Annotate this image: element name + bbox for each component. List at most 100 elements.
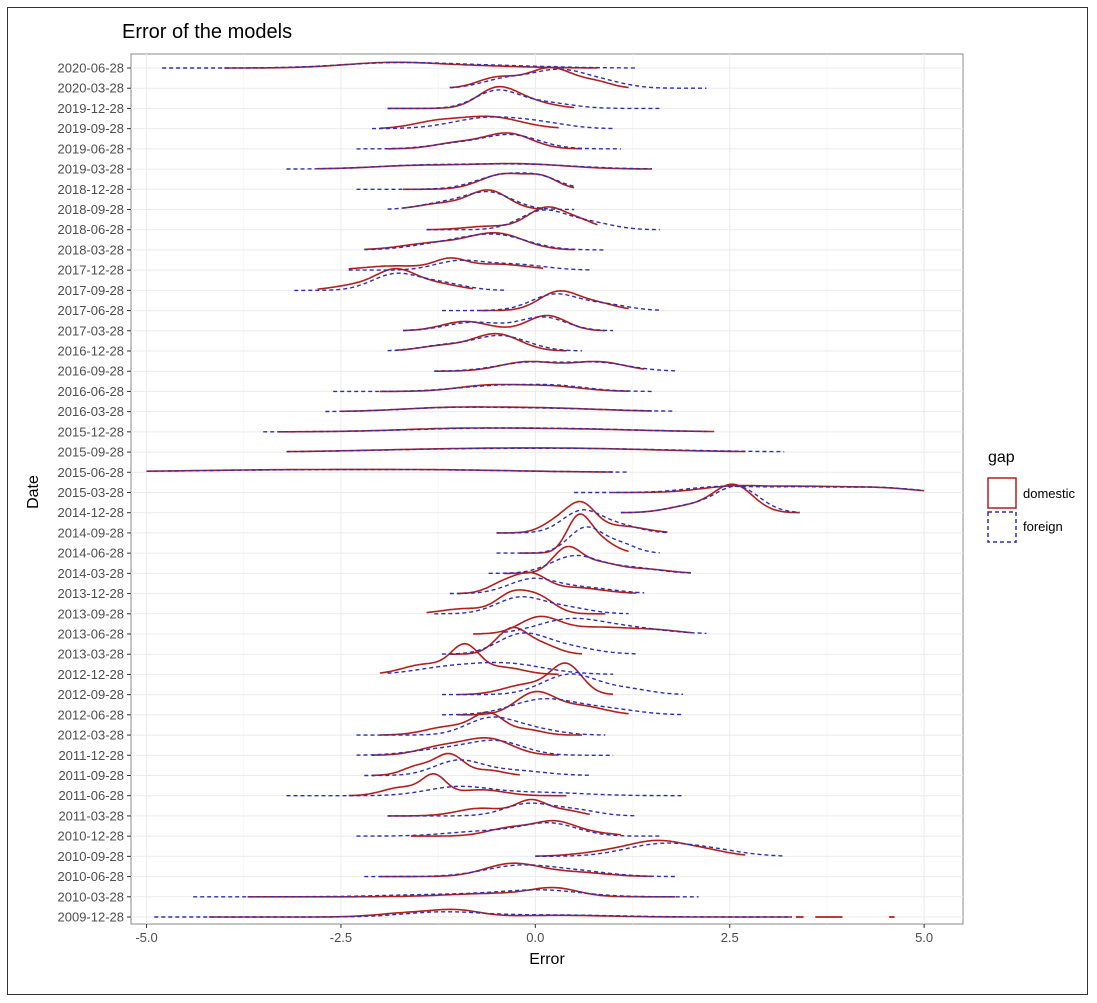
- y-tick-label: 2018-12-28: [58, 182, 125, 197]
- ridge-domestic-2015-03-28: [613, 484, 925, 494]
- ridge-domestic-2011-03-28: [387, 798, 590, 817]
- y-tick-label: 2017-03-28: [58, 323, 125, 338]
- legend-label-foreign: foreign: [1023, 519, 1063, 534]
- ridge-domestic-2012-09-28: [457, 662, 614, 696]
- ridge-foreign-2014-09-28: [496, 509, 668, 534]
- y-tick-labels: 2009-12-28 2010-03-28 2010-06-28 2010-09-28…: [58, 61, 131, 925]
- ridge-foreign-2015-06-28: [146, 468, 629, 473]
- y-tick-label: 2016-06-28: [58, 384, 125, 399]
- y-tick-label: 2010-06-28: [58, 869, 125, 884]
- chart-title: Error of the models: [122, 21, 292, 43]
- ridge-foreign-2012-03-28: [356, 716, 606, 736]
- ridge-foreign-2016-06-28: [333, 383, 652, 393]
- y-tick-label: 2016-03-28: [58, 404, 125, 419]
- ridge-foreign-2010-03-28: [193, 889, 699, 898]
- ridge-domestic-2018-06-28: [426, 206, 598, 231]
- ridge-foreign-2012-12-28: [387, 661, 614, 675]
- ridge-foreign-2010-12-28: [356, 822, 660, 837]
- ridge-domestic-2013-03-28: [449, 626, 582, 656]
- ridge-domestic-2010-09-28: [535, 839, 746, 857]
- y-tick-label: 2011-06-28: [58, 788, 124, 803]
- y-tick-label: 2013-03-28: [58, 647, 125, 662]
- ridge-foreign-2017-12-28: [348, 259, 590, 271]
- legend-key-domestic: [987, 477, 1017, 509]
- y-tick-label: 2018-09-28: [58, 202, 125, 217]
- y-tick-label: 2014-09-28: [58, 525, 125, 540]
- ridge-foreign-2015-12-28: [263, 427, 707, 433]
- ridge-foreign-2011-09-28: [364, 759, 590, 777]
- y-tick-label: 2014-06-28: [58, 546, 125, 561]
- y-tick-label: 2011-12-28: [58, 748, 124, 763]
- ridge-domestic-2019-09-28: [379, 115, 559, 129]
- y-tick-label: 2020-03-28: [58, 81, 125, 96]
- ridge-foreign-2012-09-28: [442, 673, 684, 696]
- ridge-foreign-2015-03-28: [574, 485, 925, 494]
- ridge-foreign-2015-09-28: [286, 447, 785, 453]
- ridge-domestic-2010-06-28: [379, 862, 653, 878]
- ridge-domestic-2017-12-28: [348, 257, 544, 270]
- y-tick-label: 2013-06-28: [58, 627, 125, 642]
- ridge-foreign-2016-12-28: [387, 334, 582, 352]
- ridge-domestic-2012-12-28: [379, 642, 559, 676]
- ridge-domestic-2014-09-28: [496, 500, 668, 534]
- y-tick-label: 2017-09-28: [58, 283, 125, 298]
- y-tick-label: 2018-06-28: [58, 222, 125, 237]
- ridge-foreign-2018-12-28: [356, 172, 575, 191]
- y-tick-label: 2020-06-28: [58, 61, 125, 76]
- ridge-foreign-2014-06-28: [496, 526, 660, 554]
- y-tick-label: 2015-09-28: [58, 445, 125, 460]
- x-tick-label: -2.5: [330, 930, 352, 945]
- ridge-foreign-2010-06-28: [364, 864, 676, 878]
- ridge-domestic-2020-03-28: [449, 66, 629, 89]
- ridge-foreign-2020-03-28: [449, 68, 707, 89]
- y-tick-label: 2014-03-28: [58, 566, 125, 581]
- y-tick-label: 2011-09-28: [58, 768, 124, 783]
- y-tick-label: 2013-09-28: [58, 606, 125, 621]
- x-axis-title: Error: [529, 951, 565, 968]
- y-tick-label: 2015-06-28: [58, 465, 125, 480]
- y-tick-label: 2017-06-28: [58, 303, 125, 318]
- y-tick-label: 2019-09-28: [58, 121, 125, 136]
- ridge-domestic-2015-09-28: [286, 447, 746, 453]
- x-tick-labels: -5.0 -2.5 0.0 2.5 5.0: [135, 924, 933, 945]
- legend-key-foreign: [987, 511, 1017, 543]
- ridge-foreign-2011-06-28: [286, 785, 684, 797]
- ridge-domestic-2017-09-28: [317, 267, 474, 290]
- ridge-foreign-2013-03-28: [442, 632, 637, 655]
- y-tick-label: 2012-03-28: [58, 728, 125, 743]
- ridge-foreign-2016-09-28: [434, 361, 676, 372]
- y-tick-label: 2015-03-28: [58, 485, 125, 500]
- ridge-domestic-2010-12-28: [410, 819, 621, 837]
- y-tick-label: 2019-12-28: [58, 101, 125, 116]
- y-tick-label: 2010-12-28: [58, 829, 125, 844]
- plot-panel: [130, 53, 964, 925]
- y-tick-label: 2014-12-28: [58, 505, 125, 520]
- ridge-foreign-2018-09-28: [387, 190, 575, 211]
- x-tick-label: 0.0: [526, 930, 544, 945]
- legend-label-domestic: domestic: [1023, 486, 1076, 501]
- x-tick-label: -5.0: [135, 930, 157, 945]
- y-tick-label: 2012-12-28: [58, 667, 125, 682]
- ridge-foreign-2009-12-28: [154, 911, 792, 918]
- y-tick-label: 2015-12-28: [58, 424, 125, 439]
- ridge-foreign-2020-06-28: [162, 61, 637, 69]
- ridge-foreign-2017-09-28: [294, 272, 505, 292]
- y-tick-label: 2012-06-28: [58, 707, 125, 722]
- y-tick-label: 2019-06-28: [58, 141, 125, 156]
- ridge-foreign-2012-06-28: [442, 698, 684, 716]
- ridge-foreign-2013-06-28: [504, 617, 707, 635]
- ridge-foreign-2013-09-28: [434, 596, 629, 615]
- y-tick-label: 2010-03-28: [58, 889, 125, 904]
- ridge-foreign-2019-03-28: [286, 163, 652, 170]
- ridge-foreign-2011-12-28: [356, 739, 614, 756]
- grid-lines: [131, 54, 963, 924]
- ridge-domestic-2011-09-28: [372, 752, 520, 777]
- y-tick-label: 2010-09-28: [58, 849, 125, 864]
- ridge-domestic-2011-12-28: [372, 736, 559, 757]
- y-tick-label: 2012-09-28: [58, 687, 125, 702]
- x-tick-label: 5.0: [915, 930, 933, 945]
- y-tick-label: 2016-09-28: [58, 364, 125, 379]
- ridge-domestic-2017-06-28: [480, 289, 629, 312]
- y-tick-label: 2019-03-28: [58, 162, 125, 177]
